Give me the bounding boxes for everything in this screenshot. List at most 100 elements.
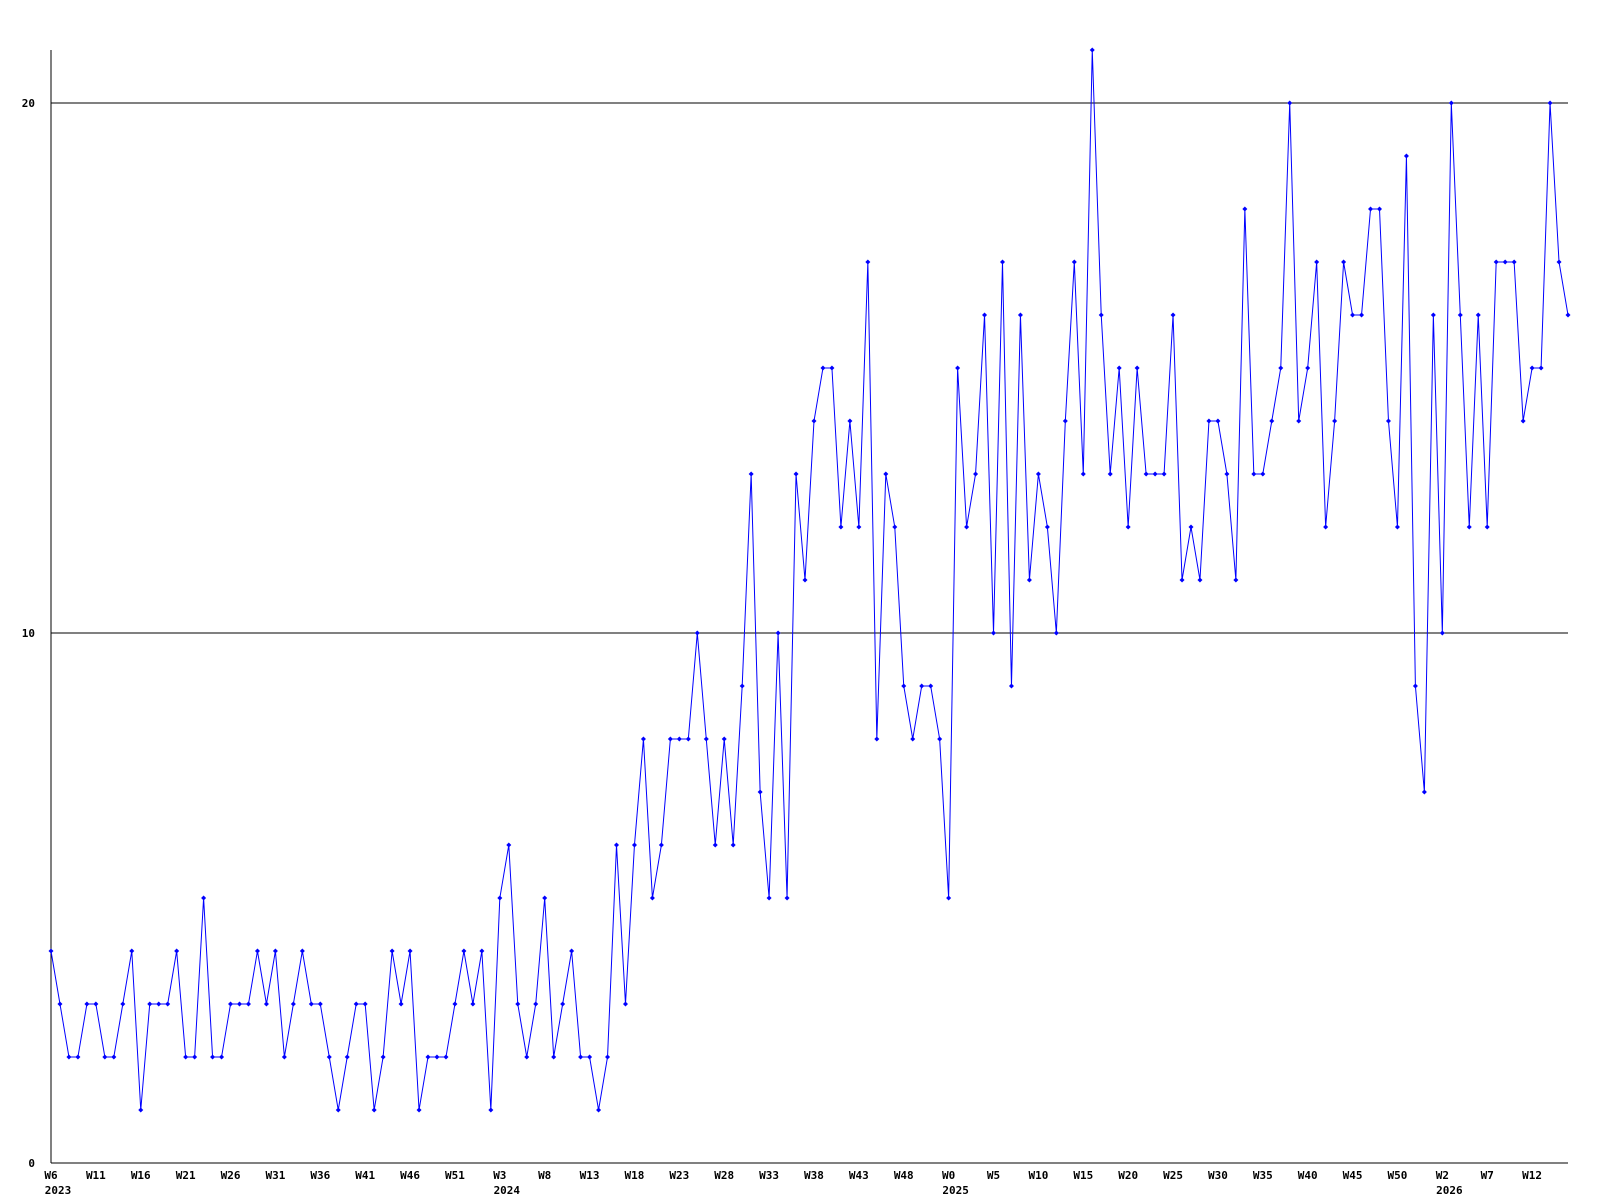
data-point (1278, 365, 1284, 371)
x-tick-label: W2 (1436, 1169, 1449, 1182)
data-point (1448, 100, 1454, 106)
data-point (506, 842, 512, 848)
data-point (542, 895, 548, 901)
data-point (147, 1001, 153, 1007)
data-point (1350, 312, 1356, 318)
data-point (1287, 100, 1293, 106)
data-point (1161, 471, 1167, 477)
x-tick-label: W5 (987, 1169, 1000, 1182)
data-point (883, 471, 889, 477)
x-tick-label: W48 (894, 1169, 914, 1182)
data-point (1125, 524, 1131, 530)
x-tick-label: W45 (1343, 1169, 1363, 1182)
data-point (192, 1054, 198, 1060)
data-point (937, 736, 943, 742)
y-tick-label: 0 (28, 1157, 35, 1170)
x-tick-label: W26 (221, 1169, 241, 1182)
data-point (631, 842, 637, 848)
data-point (569, 948, 575, 954)
y-tick-label: 20 (22, 97, 35, 110)
data-point (802, 577, 808, 583)
data-point (452, 1001, 458, 1007)
data-point (820, 365, 826, 371)
data-point (999, 259, 1005, 265)
data-point (407, 948, 413, 954)
data-point (1529, 365, 1535, 371)
data-point (1556, 259, 1562, 265)
x-tick-label: W23 (669, 1169, 689, 1182)
x-tick-label: W6 (44, 1169, 58, 1182)
data-point (111, 1054, 117, 1060)
data-point (470, 1001, 476, 1007)
data-point (1224, 471, 1230, 477)
data-point (793, 471, 799, 477)
data-point (596, 1107, 602, 1113)
data-point (1341, 259, 1347, 265)
data-point (964, 524, 970, 530)
data-point (1071, 259, 1077, 265)
data-point (371, 1107, 377, 1113)
data-point (1305, 365, 1311, 371)
data-point (488, 1107, 494, 1113)
data-point (1116, 365, 1122, 371)
x-tick-label: W0 (942, 1169, 955, 1182)
data-point (1107, 471, 1113, 477)
data-point (910, 736, 916, 742)
data-point (712, 842, 718, 848)
data-point (703, 736, 709, 742)
data-point (84, 1001, 90, 1007)
data-point (281, 1054, 287, 1060)
x-tick-label: W31 (265, 1169, 285, 1182)
data-point (479, 948, 485, 954)
data-point (1017, 312, 1023, 318)
data-point (443, 1054, 449, 1060)
data-point (1475, 312, 1481, 318)
x-tick-label: W18 (625, 1169, 645, 1182)
year-label: 2025 (942, 1184, 969, 1197)
data-point (515, 1001, 521, 1007)
data-point (1520, 418, 1526, 424)
data-point (1062, 418, 1068, 424)
data-point (892, 524, 898, 530)
data-point (551, 1054, 557, 1060)
data-point (425, 1054, 431, 1060)
data-point (1376, 206, 1382, 212)
data-point (237, 1001, 243, 1007)
data-line (50, 49, 1569, 1111)
x-tick-label: W33 (759, 1169, 779, 1182)
data-point (1394, 524, 1400, 530)
data-point (254, 948, 260, 954)
data-point (434, 1054, 440, 1060)
data-point (640, 736, 646, 742)
x-tick-label: W3 (493, 1169, 506, 1182)
data-point (1035, 471, 1041, 477)
data-point (1565, 312, 1571, 318)
data-point (1493, 259, 1499, 265)
data-point (560, 1001, 566, 1007)
data-point (219, 1054, 225, 1060)
x-tick-label: W25 (1163, 1169, 1183, 1182)
data-point (622, 1001, 628, 1007)
year-label: 2024 (494, 1184, 521, 1197)
data-point (578, 1054, 584, 1060)
year-label: 2026 (1436, 1184, 1463, 1197)
data-point (201, 895, 207, 901)
data-point (1152, 471, 1158, 477)
data-point (1044, 524, 1050, 530)
data-point (290, 1001, 296, 1007)
data-point (919, 683, 925, 689)
data-point (1412, 683, 1418, 689)
year-label: 2023 (45, 1184, 72, 1197)
x-tick-label: W15 (1073, 1169, 1093, 1182)
data-point (317, 1001, 323, 1007)
data-point (1008, 683, 1014, 689)
data-point (973, 471, 979, 477)
data-point (955, 365, 961, 371)
data-point (1170, 312, 1176, 318)
x-tick-label: W35 (1253, 1169, 1273, 1182)
x-tick-label: W20 (1118, 1169, 1138, 1182)
data-point (982, 312, 988, 318)
data-point (829, 365, 835, 371)
data-point (497, 895, 503, 901)
data-point (1403, 153, 1409, 159)
